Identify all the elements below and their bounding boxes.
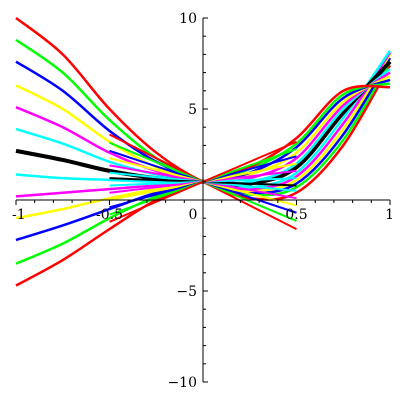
y-tick-label: 5	[188, 102, 197, 118]
y-tick-label: −10	[167, 375, 197, 391]
y-tick-label: −5	[176, 284, 197, 300]
x-tick-label: 0.5	[285, 207, 307, 223]
x-tick-label: -0.5	[96, 207, 123, 223]
x-tick-label: -1	[12, 207, 26, 223]
y-tick-label: 10	[179, 11, 197, 27]
tick-group: -1 -0.5 0 0.5 1 −10 −5 5 10	[12, 11, 394, 391]
x-tick-label: 1	[385, 207, 394, 223]
x-tick-label: 0	[189, 207, 198, 223]
